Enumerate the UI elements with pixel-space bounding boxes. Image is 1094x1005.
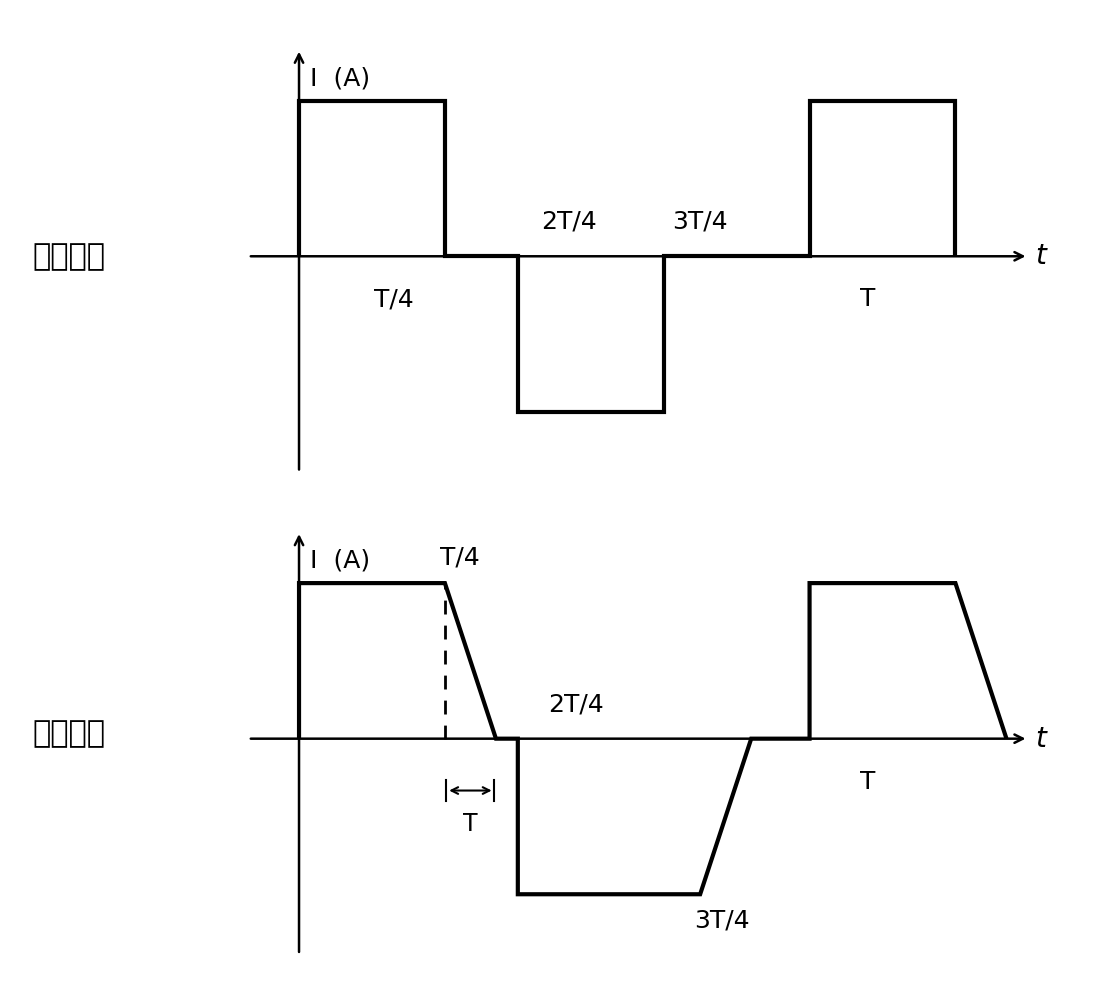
Text: T/4: T/4 [440,545,479,569]
Text: 理想波形: 理想波形 [33,242,106,270]
Text: 2T/4: 2T/4 [542,210,596,234]
Text: T: T [463,812,478,836]
Text: I  (A): I (A) [310,66,370,90]
Text: T/4: T/4 [374,287,414,312]
Text: 3T/4: 3T/4 [673,210,728,234]
Text: 3T/4: 3T/4 [695,909,749,933]
Text: 2T/4: 2T/4 [548,692,604,717]
Text: T: T [860,287,875,312]
Text: I  (A): I (A) [310,549,370,573]
Text: T: T [860,770,875,794]
Text: 实际波形: 实际波形 [33,720,106,748]
Text: t: t [1036,725,1047,753]
Text: t: t [1036,242,1047,270]
